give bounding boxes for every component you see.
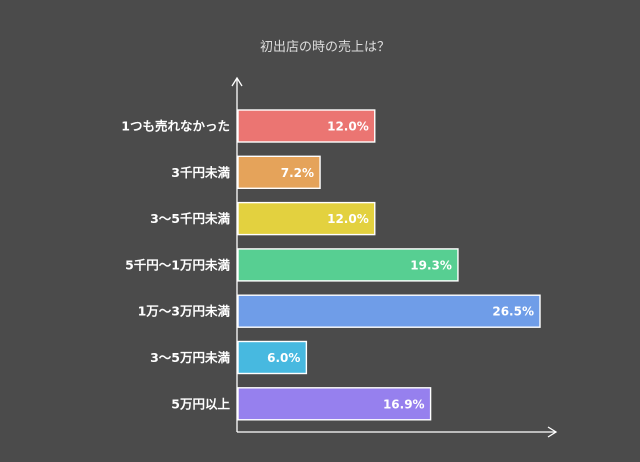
- bars: 12.0% 1つも売れなかった 7.2% 3千円未満 12.0% 3～5千円未満 19.3%…: [121, 109, 541, 421]
- value-label-2: 12.0%: [327, 212, 369, 226]
- y-axis-arrow: [231, 76, 243, 87]
- category-label-0: 1つも売れなかった: [121, 119, 230, 134]
- bar-1: [237, 155, 321, 190]
- category-label-4: 1万～3万円未満: [138, 304, 231, 319]
- category-label-1: 3千円未満: [171, 165, 230, 180]
- value-label-3: 19.3%: [410, 258, 452, 272]
- bar-6: [237, 387, 432, 421]
- chart-title: 初出店の時の売上は？: [260, 39, 390, 55]
- bar-0: [237, 109, 376, 143]
- bar-2: [237, 201, 376, 236]
- value-label-0: 12.0%: [327, 120, 369, 134]
- value-label-4: 26.5%: [492, 305, 534, 319]
- x-axis-arrow: [547, 426, 558, 438]
- value-label-5: 6.0%: [267, 351, 300, 365]
- axes: [231, 76, 558, 438]
- category-label-3: 5千円～1万円未満: [125, 257, 230, 272]
- bar-4: [237, 294, 541, 328]
- category-label-5: 3～5万円未満: [150, 350, 230, 365]
- bar-3: [237, 248, 459, 282]
- value-label-1: 7.2%: [281, 166, 314, 180]
- category-label-6: 5万円以上: [171, 396, 230, 411]
- bar-5: [237, 340, 308, 375]
- value-label-6: 16.9%: [383, 397, 425, 411]
- category-label-2: 3～5千円未満: [150, 211, 230, 226]
